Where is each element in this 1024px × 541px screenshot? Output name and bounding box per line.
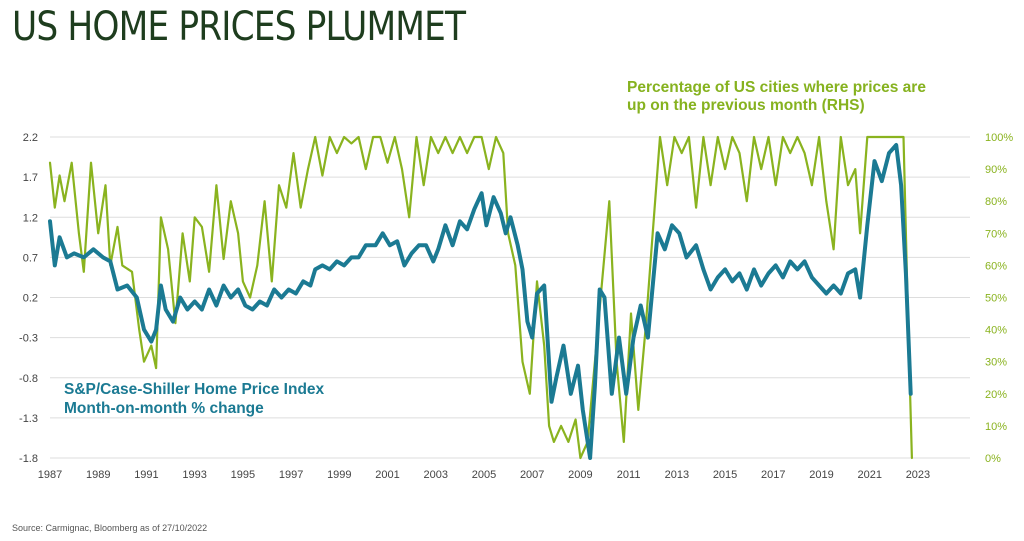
right-tick-label: 80%	[985, 196, 1007, 208]
left-tick-label: 1.7	[23, 172, 38, 184]
left-tick-label: 1.2	[23, 212, 38, 224]
series-lines	[48, 135, 914, 460]
x-tick-label: 1987	[38, 469, 62, 481]
right-tick-label: 20%	[985, 389, 1007, 401]
left-tick-label: -1.8	[19, 453, 38, 465]
x-tick-label: 2015	[713, 469, 737, 481]
lhs-annotation-line1: S&P/Case-Shiller Home Price Index	[64, 381, 325, 398]
home-price-index-line	[48, 143, 913, 460]
x-tick-label: 2003	[424, 469, 448, 481]
lhs-annotation-line2: Month-on-month % change	[64, 400, 264, 417]
right-tick-label: 10%	[985, 421, 1007, 433]
x-tick-label: 2021	[857, 469, 881, 481]
x-tick-label: 2005	[472, 469, 496, 481]
cities-up-percentage-line	[48, 135, 914, 460]
right-tick-label: 100%	[985, 132, 1013, 144]
right-tick-label: 60%	[985, 260, 1007, 272]
right-tick-label: 50%	[985, 293, 1007, 305]
x-tick-label: 2013	[665, 469, 689, 481]
left-axis-ticks: 2.2 1.7 1.2 0.7 0.2 -0.3 -0.8 -1.3 -1.8	[19, 132, 38, 465]
x-tick-label: 2009	[568, 469, 592, 481]
chart-title: US HOME PRICES PLUMMET	[12, 4, 466, 50]
x-tick-label: 2011	[617, 469, 641, 481]
x-tick-label: 1991	[134, 469, 158, 481]
x-tick-label: 2001	[375, 469, 399, 481]
right-tick-label: 90%	[985, 164, 1007, 176]
left-tick-label: 0.2	[23, 293, 38, 305]
right-tick-label: 70%	[985, 228, 1007, 240]
left-tick-label: -0.8	[19, 373, 38, 385]
left-tick-label: -1.3	[19, 413, 38, 425]
left-tick-label: -0.3	[19, 333, 38, 345]
left-tick-label: 2.2	[23, 132, 38, 144]
x-tick-label: 2007	[520, 469, 544, 481]
x-tick-label: 2017	[761, 469, 785, 481]
lhs-series-annotation: S&P/Case-Shiller Home Price Index Month-…	[64, 380, 364, 418]
right-tick-label: 30%	[985, 357, 1007, 369]
source-note: Source: Carmignac, Bloomberg as of 27/10…	[12, 523, 208, 533]
x-tick-label: 1999	[327, 469, 351, 481]
rhs-series-annotation: Percentage of US cities where prices are…	[627, 79, 926, 114]
x-tick-label: 1997	[279, 469, 303, 481]
right-tick-label: 0%	[985, 453, 1001, 465]
x-tick-label: 2019	[809, 469, 833, 481]
x-tick-label: 1993	[182, 469, 206, 481]
x-tick-label: 1995	[231, 469, 255, 481]
right-tick-label: 40%	[985, 325, 1007, 337]
left-tick-label: 0.7	[23, 252, 38, 264]
right-axis-ticks: 100% 90% 80% 70% 60% 50% 40% 30% 20% 10% 0%	[985, 132, 1013, 465]
x-axis-ticks: 1987 1989 1991 1993 1995 1997 1999 2001 2003 2005…	[38, 469, 930, 481]
x-tick-label: 2023	[906, 469, 930, 481]
x-tick-label: 1989	[86, 469, 110, 481]
